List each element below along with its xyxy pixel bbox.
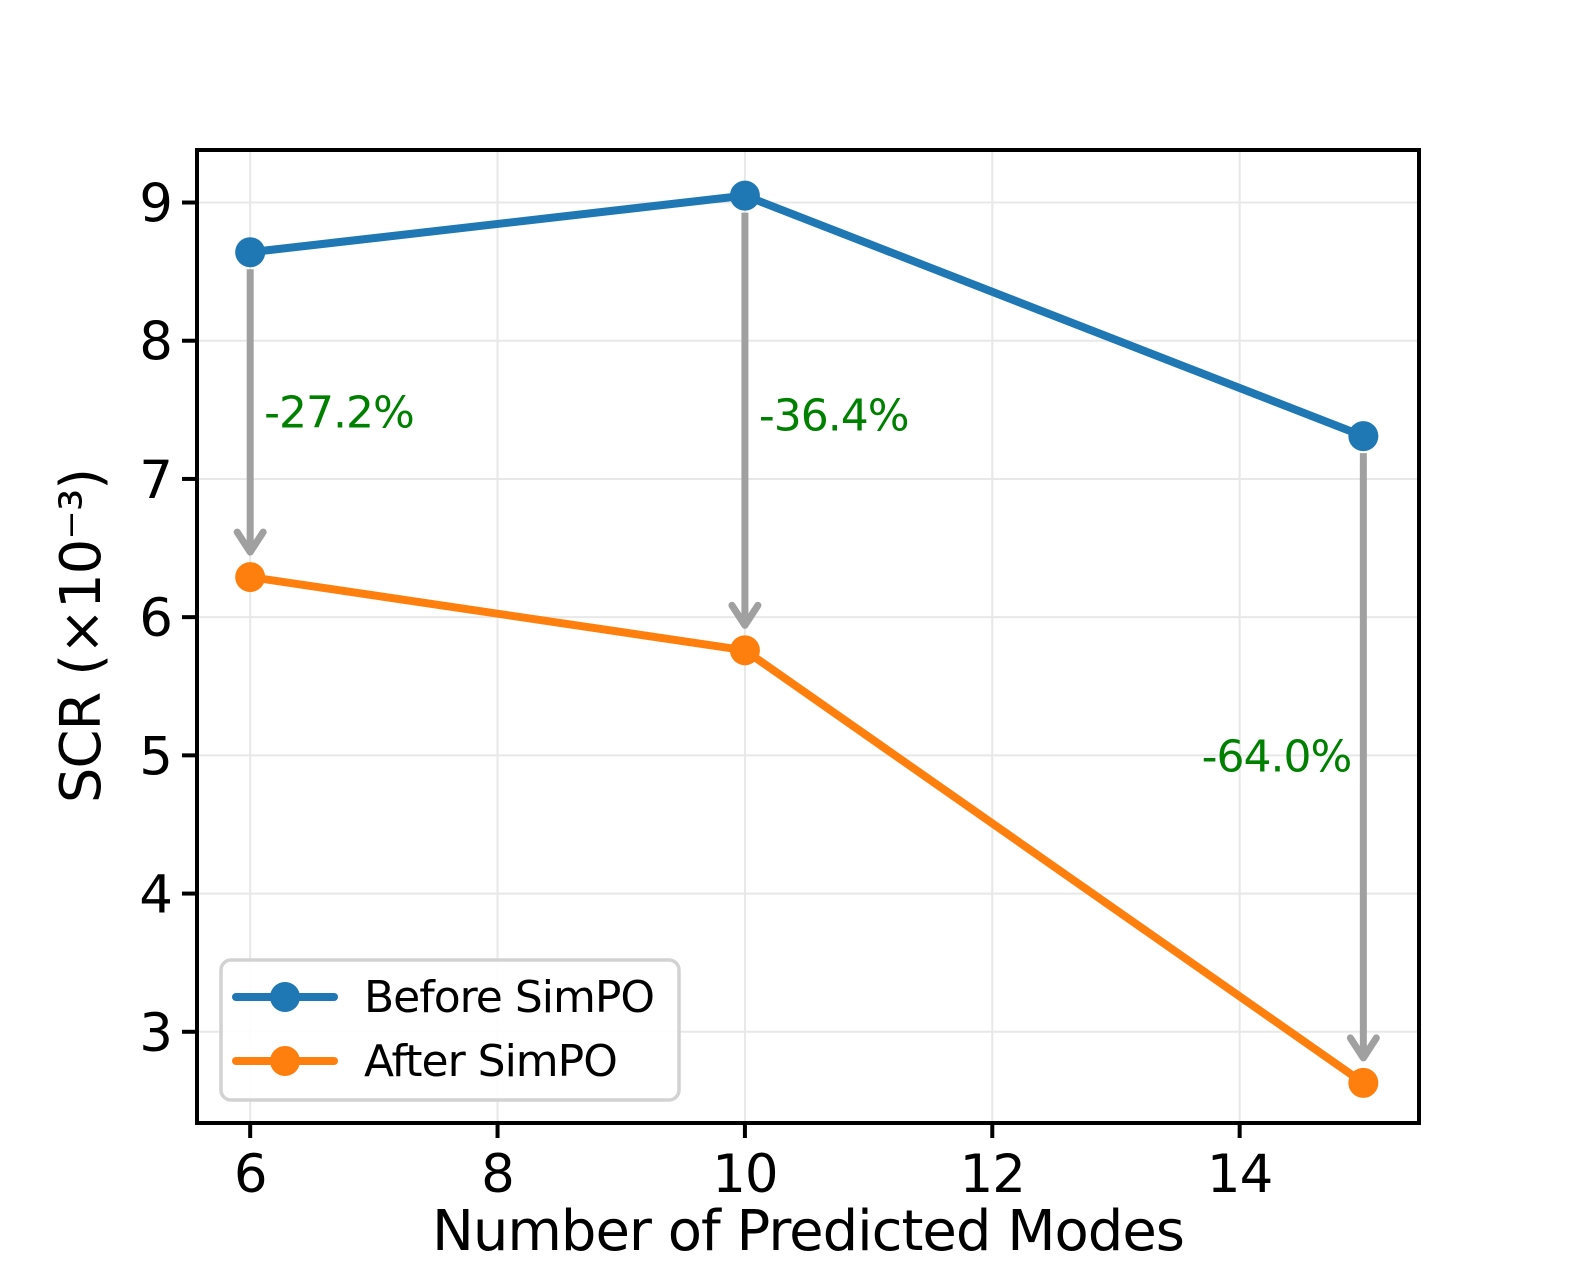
x-tick-label: 6: [234, 1144, 267, 1205]
legend-sample-marker: [270, 1046, 300, 1076]
annotation-arrow-head: [728, 601, 762, 629]
data-point-marker: [729, 635, 760, 666]
legend-sample-marker: [270, 982, 300, 1012]
data-point-marker: [1348, 421, 1379, 452]
y-tick-label: 8: [139, 312, 172, 373]
legend: Before SimPO After SimPO: [219, 958, 681, 1102]
y-tick-label: 9: [139, 174, 172, 235]
data-point-marker: [235, 562, 266, 593]
axes-layer: 6 8 10 12 14 3 4 5 6 7 8 9: [139, 148, 1421, 1205]
y-axis-label: SCR (×10⁻³): [49, 469, 114, 803]
legend-label-before: Before SimPO: [364, 972, 654, 1023]
series-layer: [235, 180, 1379, 1098]
annotation-layer: -27.2% -36.4% -64.0%: [233, 212, 1380, 1062]
y-tick-label: 6: [139, 588, 172, 649]
annotation-arrow-head: [1346, 1034, 1380, 1062]
data-point-marker: [729, 180, 760, 211]
legend-label-after: After SimPO: [364, 1036, 617, 1087]
y-tick-label: 7: [139, 450, 172, 511]
annotation-arrow-head: [233, 528, 267, 556]
x-tick-label: 10: [712, 1144, 777, 1205]
x-tick-label: 14: [1207, 1144, 1272, 1205]
x-tick-label: 8: [481, 1144, 514, 1205]
data-point-marker: [1348, 1067, 1379, 1098]
legend-samples: [232, 982, 338, 1076]
annotation-label: -27.2%: [264, 388, 414, 439]
x-axis-label: Number of Predicted Modes: [432, 1199, 1184, 1262]
x-tick-label: 12: [960, 1144, 1025, 1205]
annotation-label: -64.0%: [1202, 732, 1352, 783]
y-tick-label: 3: [139, 1003, 172, 1064]
y-tick-label: 5: [139, 726, 172, 787]
y-tick-label: 4: [139, 865, 172, 926]
annotation-label: -36.4%: [759, 390, 909, 441]
data-point-marker: [235, 237, 266, 268]
plot-border: [195, 148, 1421, 1125]
